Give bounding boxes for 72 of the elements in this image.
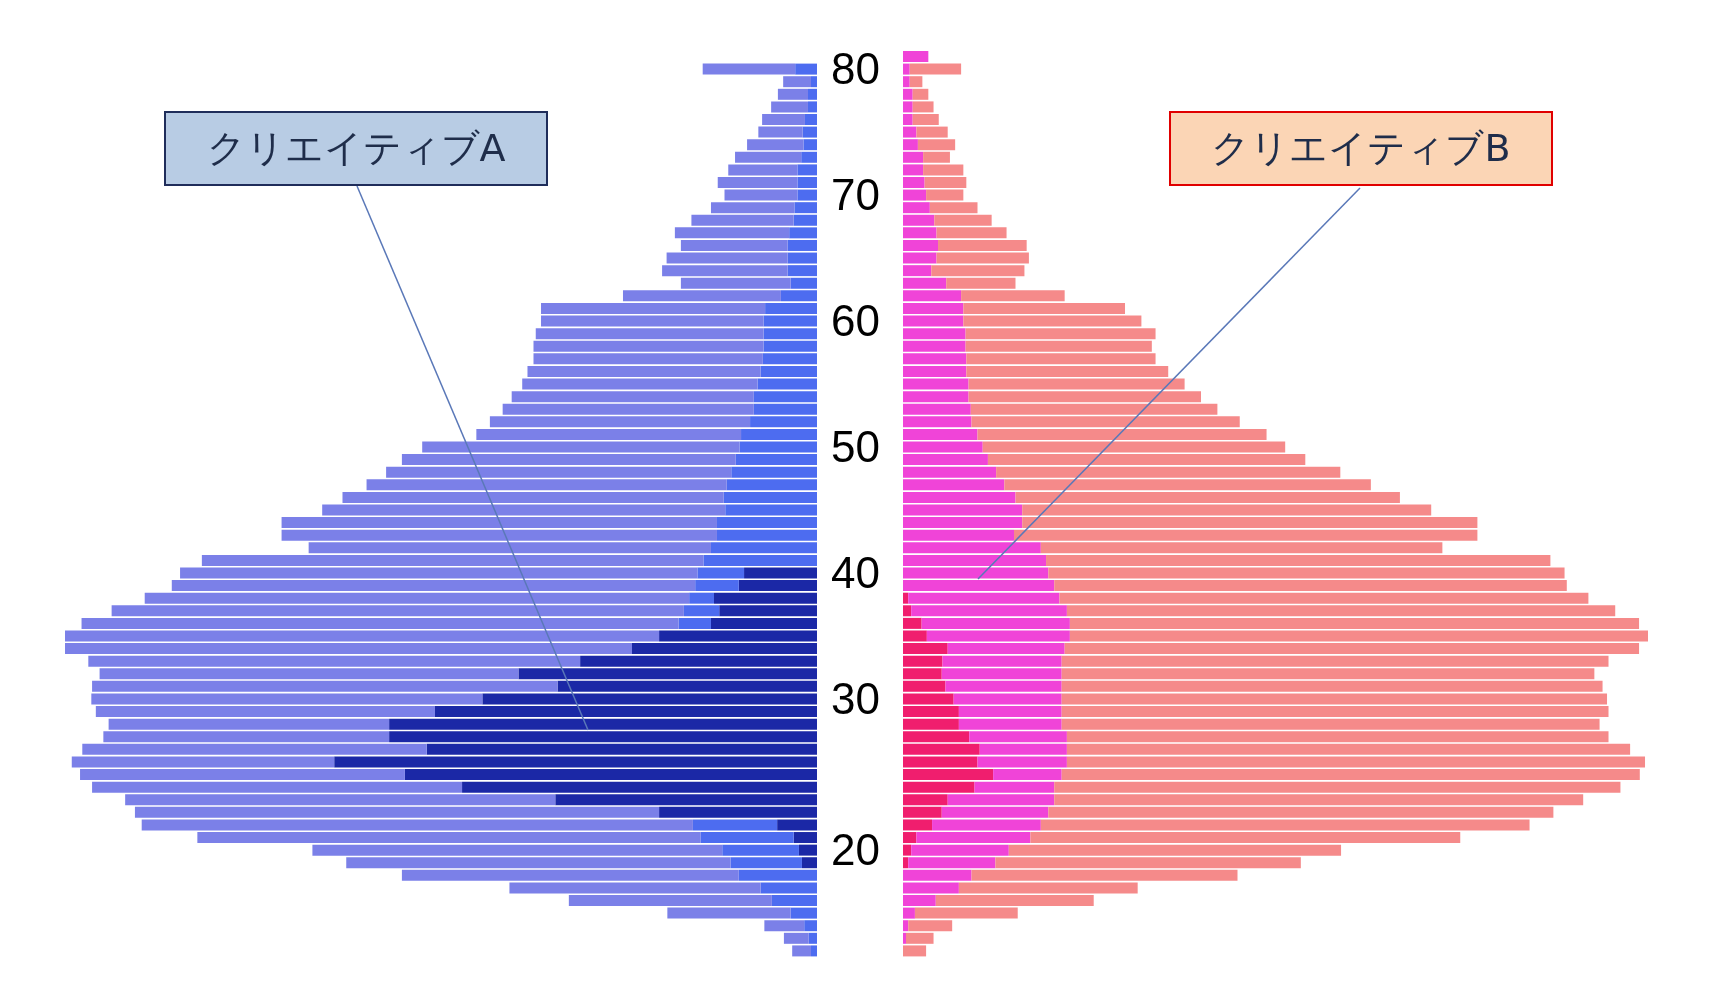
bar bbox=[938, 239, 1027, 251]
bar bbox=[476, 428, 742, 440]
bar bbox=[700, 832, 794, 844]
bar bbox=[947, 643, 1065, 655]
bar bbox=[903, 832, 917, 844]
bar bbox=[958, 706, 1062, 718]
bar bbox=[741, 428, 817, 440]
bar bbox=[1054, 580, 1567, 592]
bar bbox=[903, 706, 959, 718]
bar bbox=[771, 895, 817, 907]
y-tick-label: 30 bbox=[831, 673, 880, 723]
bar bbox=[762, 113, 805, 125]
bar bbox=[903, 113, 913, 125]
bar bbox=[65, 643, 633, 655]
bar bbox=[903, 769, 994, 781]
y-tick-label: 70 bbox=[831, 169, 880, 219]
bar bbox=[903, 643, 948, 655]
annotation: クリエイティブB bbox=[1211, 125, 1511, 172]
bar bbox=[903, 895, 936, 907]
bar bbox=[903, 51, 929, 63]
bar bbox=[903, 365, 967, 377]
bar bbox=[434, 706, 817, 718]
bar bbox=[912, 113, 939, 125]
bar bbox=[680, 239, 788, 251]
bar bbox=[903, 176, 925, 188]
bar bbox=[197, 832, 701, 844]
bar bbox=[793, 832, 817, 844]
bar bbox=[924, 176, 967, 188]
bar bbox=[723, 491, 817, 503]
bar bbox=[1030, 832, 1461, 844]
bar bbox=[797, 176, 817, 188]
bar bbox=[95, 706, 435, 718]
bar bbox=[1064, 643, 1640, 655]
bar bbox=[541, 302, 766, 314]
y-tick-label: 20 bbox=[831, 824, 880, 874]
bar bbox=[738, 580, 817, 592]
bar bbox=[804, 113, 817, 125]
bar bbox=[695, 580, 739, 592]
bar bbox=[1061, 706, 1609, 718]
bar bbox=[717, 176, 798, 188]
bar bbox=[993, 769, 1062, 781]
bar bbox=[80, 769, 405, 781]
bar bbox=[903, 580, 1055, 592]
bar bbox=[744, 567, 817, 579]
bar bbox=[404, 769, 817, 781]
y-tick-label: 50 bbox=[831, 421, 880, 471]
bar bbox=[1015, 491, 1400, 503]
bar bbox=[903, 302, 964, 314]
bar bbox=[1061, 769, 1640, 781]
y-tick-label: 80 bbox=[831, 43, 880, 93]
y-tick-label: 40 bbox=[831, 547, 880, 597]
bar bbox=[568, 895, 772, 907]
bar bbox=[527, 365, 761, 377]
bar bbox=[678, 617, 711, 629]
bar bbox=[632, 643, 817, 655]
bar bbox=[692, 819, 778, 831]
bar bbox=[903, 491, 1016, 503]
bar bbox=[342, 491, 724, 503]
bar bbox=[935, 895, 1094, 907]
bar bbox=[903, 239, 939, 251]
bar bbox=[977, 428, 1267, 440]
bar bbox=[787, 239, 817, 251]
bar bbox=[765, 302, 817, 314]
bar bbox=[963, 302, 1126, 314]
bar bbox=[903, 428, 978, 440]
bar bbox=[966, 365, 1169, 377]
annotation: クリエイティブA bbox=[206, 125, 506, 172]
bar bbox=[916, 832, 1031, 844]
bar bbox=[903, 932, 906, 944]
y-tick-label: 60 bbox=[831, 295, 880, 345]
bar bbox=[760, 365, 817, 377]
bar bbox=[171, 580, 696, 592]
